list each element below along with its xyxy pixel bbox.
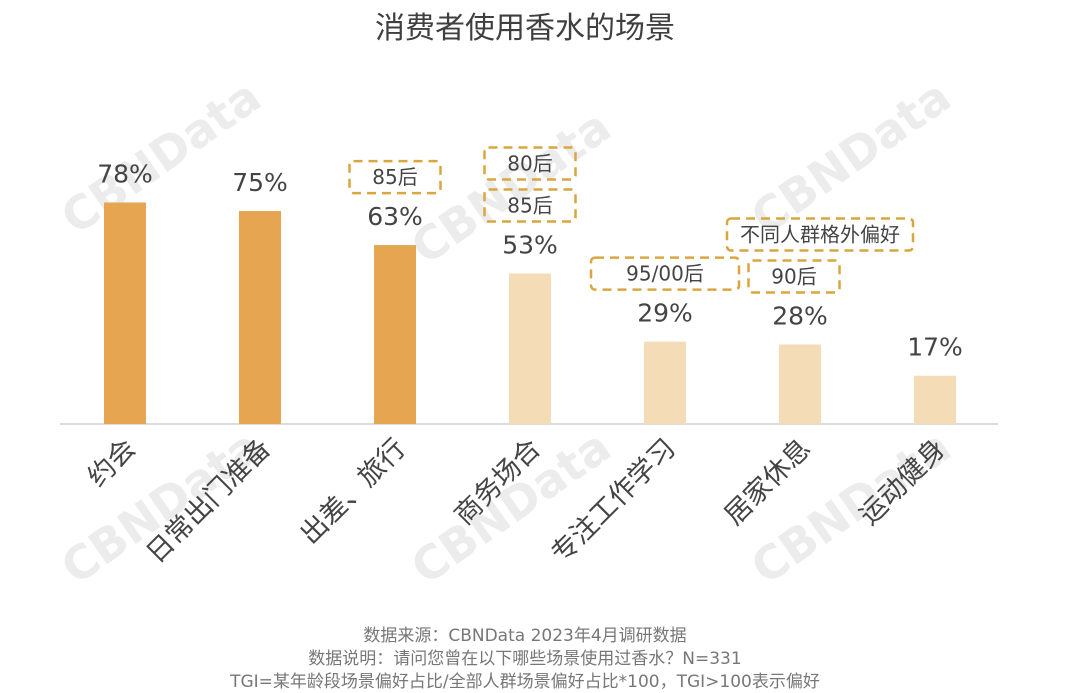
bar-value-label: 53% [502,230,558,259]
watermark-text: CBNData [741,69,960,245]
category-label: 约会 [82,433,142,493]
tag-label: 85后 [507,193,552,217]
bar [104,202,146,424]
bar [914,375,956,424]
tag-label: 80后 [507,151,552,175]
bar-value-label: 63% [367,202,423,231]
tag-label: 85后 [372,165,417,189]
chart-title: 消费者使用香水的场景 [375,11,675,46]
tag-label: 90后 [771,264,816,288]
bar [644,341,686,424]
footnote-tgi: TGI=某年龄段场景偏好占比/全部人群场景偏好占比*100，TGI>100表示偏… [229,672,820,692]
tags-layer: 85后 85后 80后 95/00后 90后 不同人群格外偏好 [348,146,915,294]
category-label: 出差、旅行 [295,433,412,550]
bar [374,245,416,424]
bars-layer: 78% 75% 63% 53% 29% 28% 17% [97,159,963,424]
tag-box [589,256,741,291]
bar-value-label: 78% [97,159,153,188]
bar-value-label: 29% [637,299,693,328]
tag-label: 不同人群格外偏好 [740,222,900,246]
footnote-description: 数据说明：请问您曾在以下哪些场景使用过香水？N=331 [308,648,741,669]
bar [509,273,551,424]
watermark-text: CBNData [51,69,270,245]
footnotes: 数据来源：CBNData 2023年4月调研数据 数据说明：请问您曾在以下哪些场… [229,626,820,692]
bar-value-label: 28% [772,301,828,330]
tag-box [725,217,915,252]
bar-value-label: 75% [232,168,288,197]
bar-value-label: 17% [907,333,963,362]
footnote-source: 数据来源：CBNData 2023年4月调研数据 [363,626,686,646]
tag-label: 95/00后 [626,262,704,286]
bar [779,344,821,424]
bar [239,211,281,424]
